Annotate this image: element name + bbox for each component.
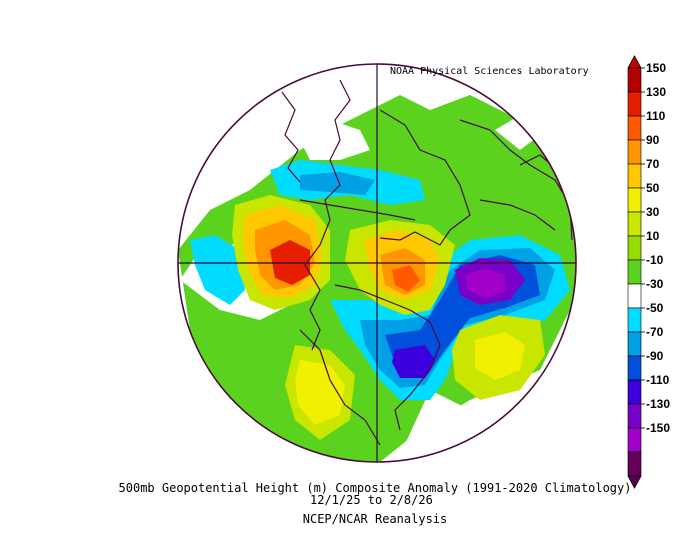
anomaly-field — [178, 64, 576, 462]
colorbar-swatch — [627, 355, 642, 381]
colorbar-tick-label: -110 — [646, 373, 670, 387]
trough-core — [465, 268, 505, 298]
colorbar-swatch — [627, 235, 642, 261]
colorbar-swatch — [627, 427, 642, 453]
colorbar-tick-label: -90 — [646, 349, 664, 363]
colorbar-swatch — [627, 331, 642, 357]
colorbar — [627, 55, 645, 489]
colorbar-tick-label: -30 — [646, 277, 664, 291]
colorbar-tick-label: 10 — [646, 229, 660, 243]
colorbar-top-arrow — [627, 55, 642, 69]
ridge-north-atlantic-core — [392, 265, 420, 292]
colorbar-tick-label: 130 — [646, 85, 667, 99]
colorbar-swatch — [627, 91, 642, 117]
colorbar-swatch — [627, 307, 642, 333]
colorbar-swatch — [627, 211, 642, 237]
ridge-north-pacific — [295, 360, 345, 425]
colorbar-swatch — [627, 403, 642, 429]
credit-label: NOAA Physical Sciences Laboratory — [390, 66, 589, 77]
coastlines — [281, 79, 573, 446]
colorbar-swatch — [627, 163, 642, 189]
colorbar-tick-label: -50 — [646, 301, 664, 315]
colorbar-tick-label: 150 — [646, 61, 667, 75]
colorbar-tick-label: -130 — [646, 397, 671, 411]
trough-east-siberia — [392, 345, 435, 378]
colorbar-tick-label: 70 — [646, 157, 660, 171]
colorbar-tick-label: 50 — [646, 181, 660, 195]
negative-anomaly-lobe — [190, 235, 245, 305]
colorbar-swatch — [627, 187, 642, 213]
colorbar-swatch — [627, 115, 642, 141]
colorbar-bottom-arrow — [627, 475, 642, 489]
colorbar-swatch — [627, 283, 642, 309]
map-boundary — [177, 63, 577, 463]
ridge-east-pacific — [475, 332, 525, 380]
caption-date-range: 12/1/25 to 2/8/26 — [310, 493, 433, 507]
caption-title: 500mb Geopotential Height (m) Composite … — [118, 481, 632, 495]
colorbar-swatch — [627, 379, 642, 405]
colorbar-swatch — [627, 451, 642, 477]
colorbar-tick-label: -150 — [646, 421, 671, 435]
colorbar-tick-label: 30 — [646, 205, 660, 219]
neutral-region — [300, 120, 370, 160]
colorbar-swatch — [627, 139, 642, 165]
colorbar-tick-label: 90 — [646, 133, 660, 147]
colorbar-tick-label: 110 — [646, 109, 666, 123]
colorbar-tick-label: -70 — [646, 325, 664, 339]
colorbar-swatch — [627, 67, 642, 93]
colorbar-tick-label: -10 — [646, 253, 664, 267]
negative-anomaly-lobe — [300, 172, 375, 195]
colorbar-swatch — [627, 259, 642, 285]
caption-source: NCEP/NCAR Reanalysis — [302, 512, 448, 526]
